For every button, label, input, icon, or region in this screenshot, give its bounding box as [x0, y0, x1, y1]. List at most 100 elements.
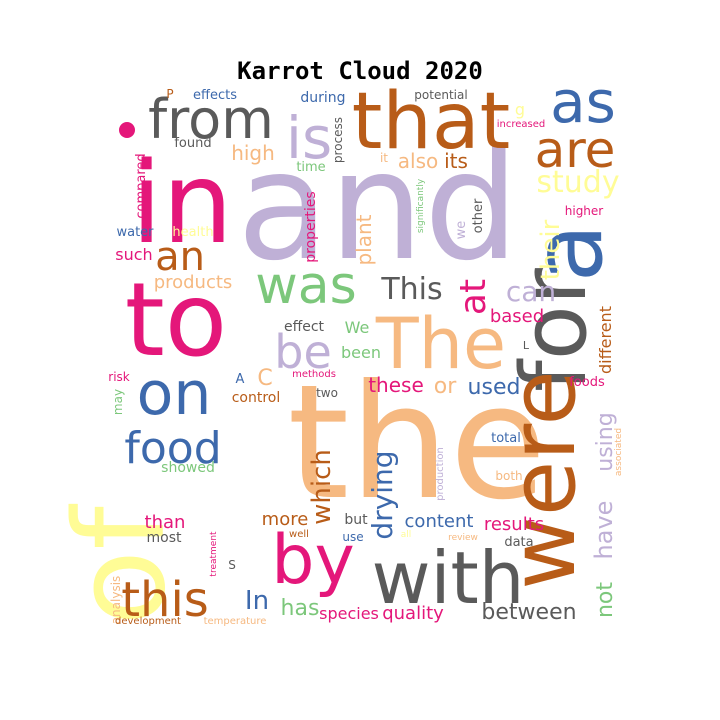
word-79: production — [435, 447, 446, 501]
word-14: by — [271, 521, 354, 600]
word-13: with — [372, 536, 525, 620]
word-19: this — [121, 572, 209, 628]
word-82: use — [342, 530, 363, 544]
word-8: is — [286, 104, 332, 172]
word-0: and — [237, 120, 519, 294]
word-43: properties — [303, 191, 319, 262]
word-38: used — [468, 375, 521, 400]
word-53: We — [345, 318, 370, 337]
word-34: high — [231, 141, 275, 165]
word-92: treatment — [209, 531, 219, 577]
word-76: total — [491, 431, 521, 446]
word-46: species — [319, 604, 379, 623]
word-6: as — [550, 68, 616, 136]
word-70: higher — [565, 204, 604, 218]
word-27: which — [307, 449, 337, 525]
word-78: both — [495, 469, 522, 483]
word-50: than — [145, 512, 186, 533]
word-17: on — [137, 359, 212, 429]
word-75: foods — [569, 375, 605, 390]
word-63: found — [174, 136, 211, 151]
word-3: to — [125, 261, 227, 380]
word-60: water — [116, 225, 154, 240]
dot-mark — [119, 122, 135, 138]
word-18: food — [124, 423, 221, 474]
word-89: analysis — [109, 576, 123, 625]
word-32: In — [245, 586, 269, 616]
word-69: increased — [497, 119, 546, 130]
word-51: different — [596, 306, 615, 374]
word-95: S — [228, 558, 236, 572]
word-35: also — [398, 149, 438, 173]
word-15: was — [255, 256, 357, 316]
word-10: a — [512, 224, 624, 283]
word-24: can — [506, 275, 556, 308]
word-80: data — [504, 535, 533, 550]
word-96: P — [166, 87, 173, 101]
word-57: showed — [161, 460, 215, 476]
word-74: significantly — [416, 178, 426, 233]
word-39: these — [368, 373, 424, 397]
word-41: plant — [352, 214, 376, 265]
word-81: review — [448, 533, 478, 543]
word-93: A — [236, 372, 245, 387]
word-68: time — [296, 160, 325, 175]
word-98: g — [515, 100, 525, 119]
word-67: process — [331, 117, 345, 163]
word-25: study — [536, 165, 619, 200]
word-16: The — [375, 303, 506, 385]
word-20: an — [155, 234, 205, 280]
word-48: content — [405, 511, 474, 532]
word-52: such — [115, 245, 152, 264]
word-33: has — [281, 596, 320, 621]
word-23: This — [380, 272, 442, 307]
word-30: using — [593, 412, 618, 471]
word-97: L — [523, 339, 530, 352]
word-84: all — [401, 530, 412, 540]
word-1: the — [287, 351, 546, 535]
word-56: effect — [284, 319, 325, 335]
word-45: quality — [382, 603, 444, 624]
word-65: during — [300, 90, 345, 106]
word-4: of — [49, 503, 193, 626]
word-62: compared — [134, 153, 149, 218]
word-36: its — [444, 149, 468, 173]
word-7: from — [148, 88, 274, 151]
word-66: potential — [414, 88, 467, 102]
word-9: are — [535, 121, 616, 179]
word-22: at — [453, 279, 494, 315]
word-94: C — [257, 366, 272, 391]
word-26: their — [536, 219, 566, 280]
word-88: may — [111, 389, 125, 415]
word-54: been — [341, 343, 381, 362]
word-47: results — [484, 514, 544, 535]
word-64: effects — [193, 88, 237, 103]
word-72: we — [454, 221, 469, 240]
word-12: were — [491, 370, 596, 589]
chart-title: Karrot Cloud 2020 — [237, 57, 483, 85]
word-37: or — [434, 374, 457, 399]
word-83: well — [289, 529, 309, 540]
word-91: temperature — [204, 616, 267, 627]
word-21: be — [274, 325, 332, 379]
word-2: in — [131, 139, 233, 269]
word-73: it — [380, 151, 388, 165]
word-86: methods — [292, 369, 336, 380]
word-44: between — [481, 600, 576, 625]
word-5: that — [352, 77, 510, 167]
word-85: two — [316, 386, 338, 400]
word-77: associated — [614, 428, 624, 476]
word-59: but — [344, 512, 368, 528]
word-42: products — [154, 272, 233, 293]
word-90: development — [115, 616, 181, 627]
word-55: control — [232, 390, 281, 406]
word-11: for — [502, 268, 607, 392]
word-61: health — [172, 225, 213, 240]
word-87: risk — [108, 370, 130, 384]
word-49: more — [262, 509, 309, 530]
word-31: not — [593, 582, 618, 618]
word-71: other — [471, 198, 486, 233]
word-40: based — [490, 306, 544, 327]
word-29: have — [590, 501, 618, 560]
